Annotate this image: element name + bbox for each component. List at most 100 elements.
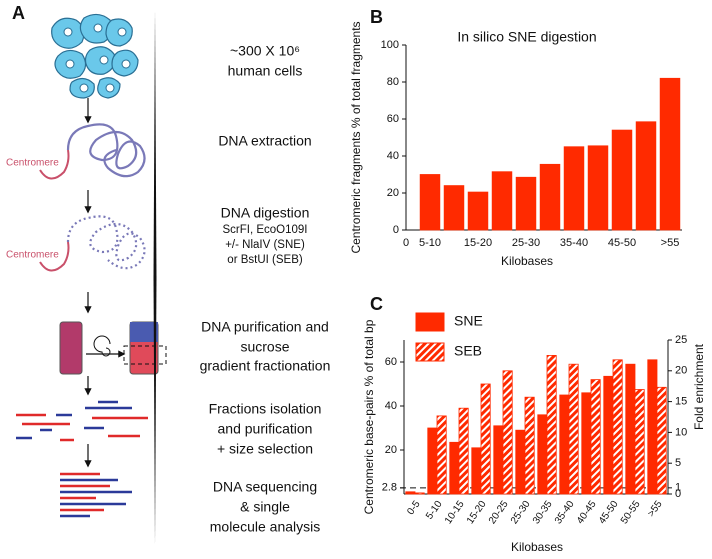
step-text: DNA sequencing bbox=[213, 479, 317, 495]
x-tick-label: 35-40 bbox=[553, 499, 577, 527]
bar bbox=[515, 429, 526, 495]
aligned-reads bbox=[60, 472, 132, 518]
bar bbox=[414, 492, 425, 495]
bar bbox=[546, 354, 557, 495]
bar bbox=[471, 447, 482, 495]
bar bbox=[659, 77, 681, 231]
panel-label: C bbox=[370, 294, 383, 314]
x-tick-label: 40-45 bbox=[575, 499, 599, 527]
y-tick-label: 100 bbox=[381, 39, 399, 51]
step-text: human cells bbox=[228, 63, 303, 79]
bar bbox=[559, 394, 570, 495]
y-tick-label: 40 bbox=[385, 400, 397, 412]
y-tick-label: 2.8 bbox=[382, 482, 397, 494]
x-tick-label: 0-5 bbox=[405, 499, 423, 518]
y2-tick-label: 15 bbox=[675, 396, 687, 408]
x-tick-label: 20-25 bbox=[487, 499, 511, 527]
step-text: ~300 X 10⁶ bbox=[230, 43, 300, 59]
bar bbox=[563, 146, 585, 231]
step-text: DNA purification and bbox=[201, 319, 329, 335]
bar bbox=[625, 363, 636, 495]
y-tick-label: 60 bbox=[387, 113, 399, 125]
step-text: gradient fractionation bbox=[200, 358, 331, 374]
y-tick-label: 20 bbox=[385, 444, 397, 456]
bar bbox=[581, 392, 592, 495]
bar bbox=[537, 414, 548, 495]
bar bbox=[491, 171, 513, 231]
step-text: and purification bbox=[218, 421, 313, 437]
step-text: DNA extraction bbox=[218, 133, 311, 149]
step-text: Fractions isolation bbox=[209, 401, 322, 417]
nuclei bbox=[63, 23, 131, 93]
digested-dna bbox=[66, 215, 146, 270]
y2-tick-label: 10 bbox=[675, 426, 687, 438]
bar bbox=[611, 129, 633, 231]
fragments bbox=[16, 400, 148, 442]
bar bbox=[612, 359, 623, 495]
y-tick-label: 60 bbox=[385, 356, 397, 368]
bar bbox=[515, 176, 537, 231]
step-text: +/- NlaIV (SNE) bbox=[225, 239, 305, 251]
dna-strand bbox=[66, 123, 146, 178]
x-tick-label: 5-10 bbox=[424, 499, 445, 522]
bar bbox=[449, 441, 460, 495]
panel-label: B bbox=[370, 7, 383, 27]
bar bbox=[603, 375, 614, 495]
x-tick-label: 45-50 bbox=[608, 237, 636, 249]
centromere-dna bbox=[39, 241, 70, 272]
centromere-label: Centromere bbox=[6, 158, 59, 169]
y-axis-label: Centromeric fragments % of total fragmen… bbox=[349, 21, 363, 253]
x-tick-label: 0 bbox=[403, 237, 409, 249]
bar bbox=[539, 163, 561, 231]
step-text: molecule analysis bbox=[210, 519, 321, 535]
x-tick-label: 45-50 bbox=[597, 499, 621, 527]
bar bbox=[405, 491, 416, 495]
bar bbox=[502, 370, 513, 495]
tube-gradient bbox=[130, 322, 158, 342]
step-text: ScrFI, EcoO109I bbox=[222, 224, 307, 236]
step-text: & single bbox=[240, 499, 290, 515]
step-text: + size selection bbox=[217, 441, 313, 457]
divider bbox=[153, 10, 157, 545]
bar bbox=[656, 386, 667, 495]
y-tick-label: 20 bbox=[387, 187, 399, 199]
arrows bbox=[84, 98, 126, 468]
y2-tick-label: 25 bbox=[675, 334, 687, 346]
legend-label: SNE bbox=[454, 313, 483, 329]
x-axis-label: Kilobases bbox=[511, 540, 563, 554]
y-tick-label: 40 bbox=[387, 150, 399, 162]
y2-axis-label: Fold enrichment bbox=[692, 343, 706, 430]
x-tick-label: >55 bbox=[646, 499, 665, 520]
bar bbox=[467, 191, 489, 231]
bar bbox=[458, 407, 469, 495]
x-tick-label: 15-20 bbox=[465, 499, 489, 527]
y2-tick-label: 1 bbox=[675, 482, 681, 494]
bar bbox=[436, 415, 447, 495]
fraction-box bbox=[123, 345, 167, 365]
x-tick-label: >55 bbox=[661, 237, 680, 249]
y2-tick-label: 20 bbox=[675, 365, 687, 377]
bar bbox=[493, 425, 504, 495]
bar bbox=[647, 359, 658, 495]
spiral bbox=[93, 335, 111, 357]
bar bbox=[568, 363, 579, 495]
chart-title: In silico SNE digestion bbox=[457, 29, 596, 45]
x-tick-label: 25-30 bbox=[512, 237, 540, 249]
tube bbox=[59, 321, 83, 375]
legend-swatch bbox=[415, 342, 445, 362]
step-texts: ~300 X 10⁶ human cells DNA extraction DNA d… bbox=[200, 43, 331, 535]
step-text: or BstUI (SEB) bbox=[227, 254, 303, 266]
bar bbox=[443, 185, 465, 231]
legend-swatch bbox=[415, 312, 445, 332]
x-tick-label: 50-55 bbox=[619, 499, 643, 527]
bar bbox=[590, 379, 601, 495]
step-text: sucrose bbox=[240, 339, 289, 355]
bar bbox=[427, 427, 438, 495]
x-tick-label: 35-40 bbox=[560, 237, 588, 249]
y2-tick-label: 0 bbox=[675, 488, 681, 500]
charts: B In silico SNE digestion Centromeric frag… bbox=[349, 7, 706, 554]
centromere-label: Centromere bbox=[6, 250, 59, 261]
y-axis-label: Centromeric base-pairs % of total bp bbox=[362, 319, 376, 514]
x-tick-label: 5-10 bbox=[419, 237, 441, 249]
